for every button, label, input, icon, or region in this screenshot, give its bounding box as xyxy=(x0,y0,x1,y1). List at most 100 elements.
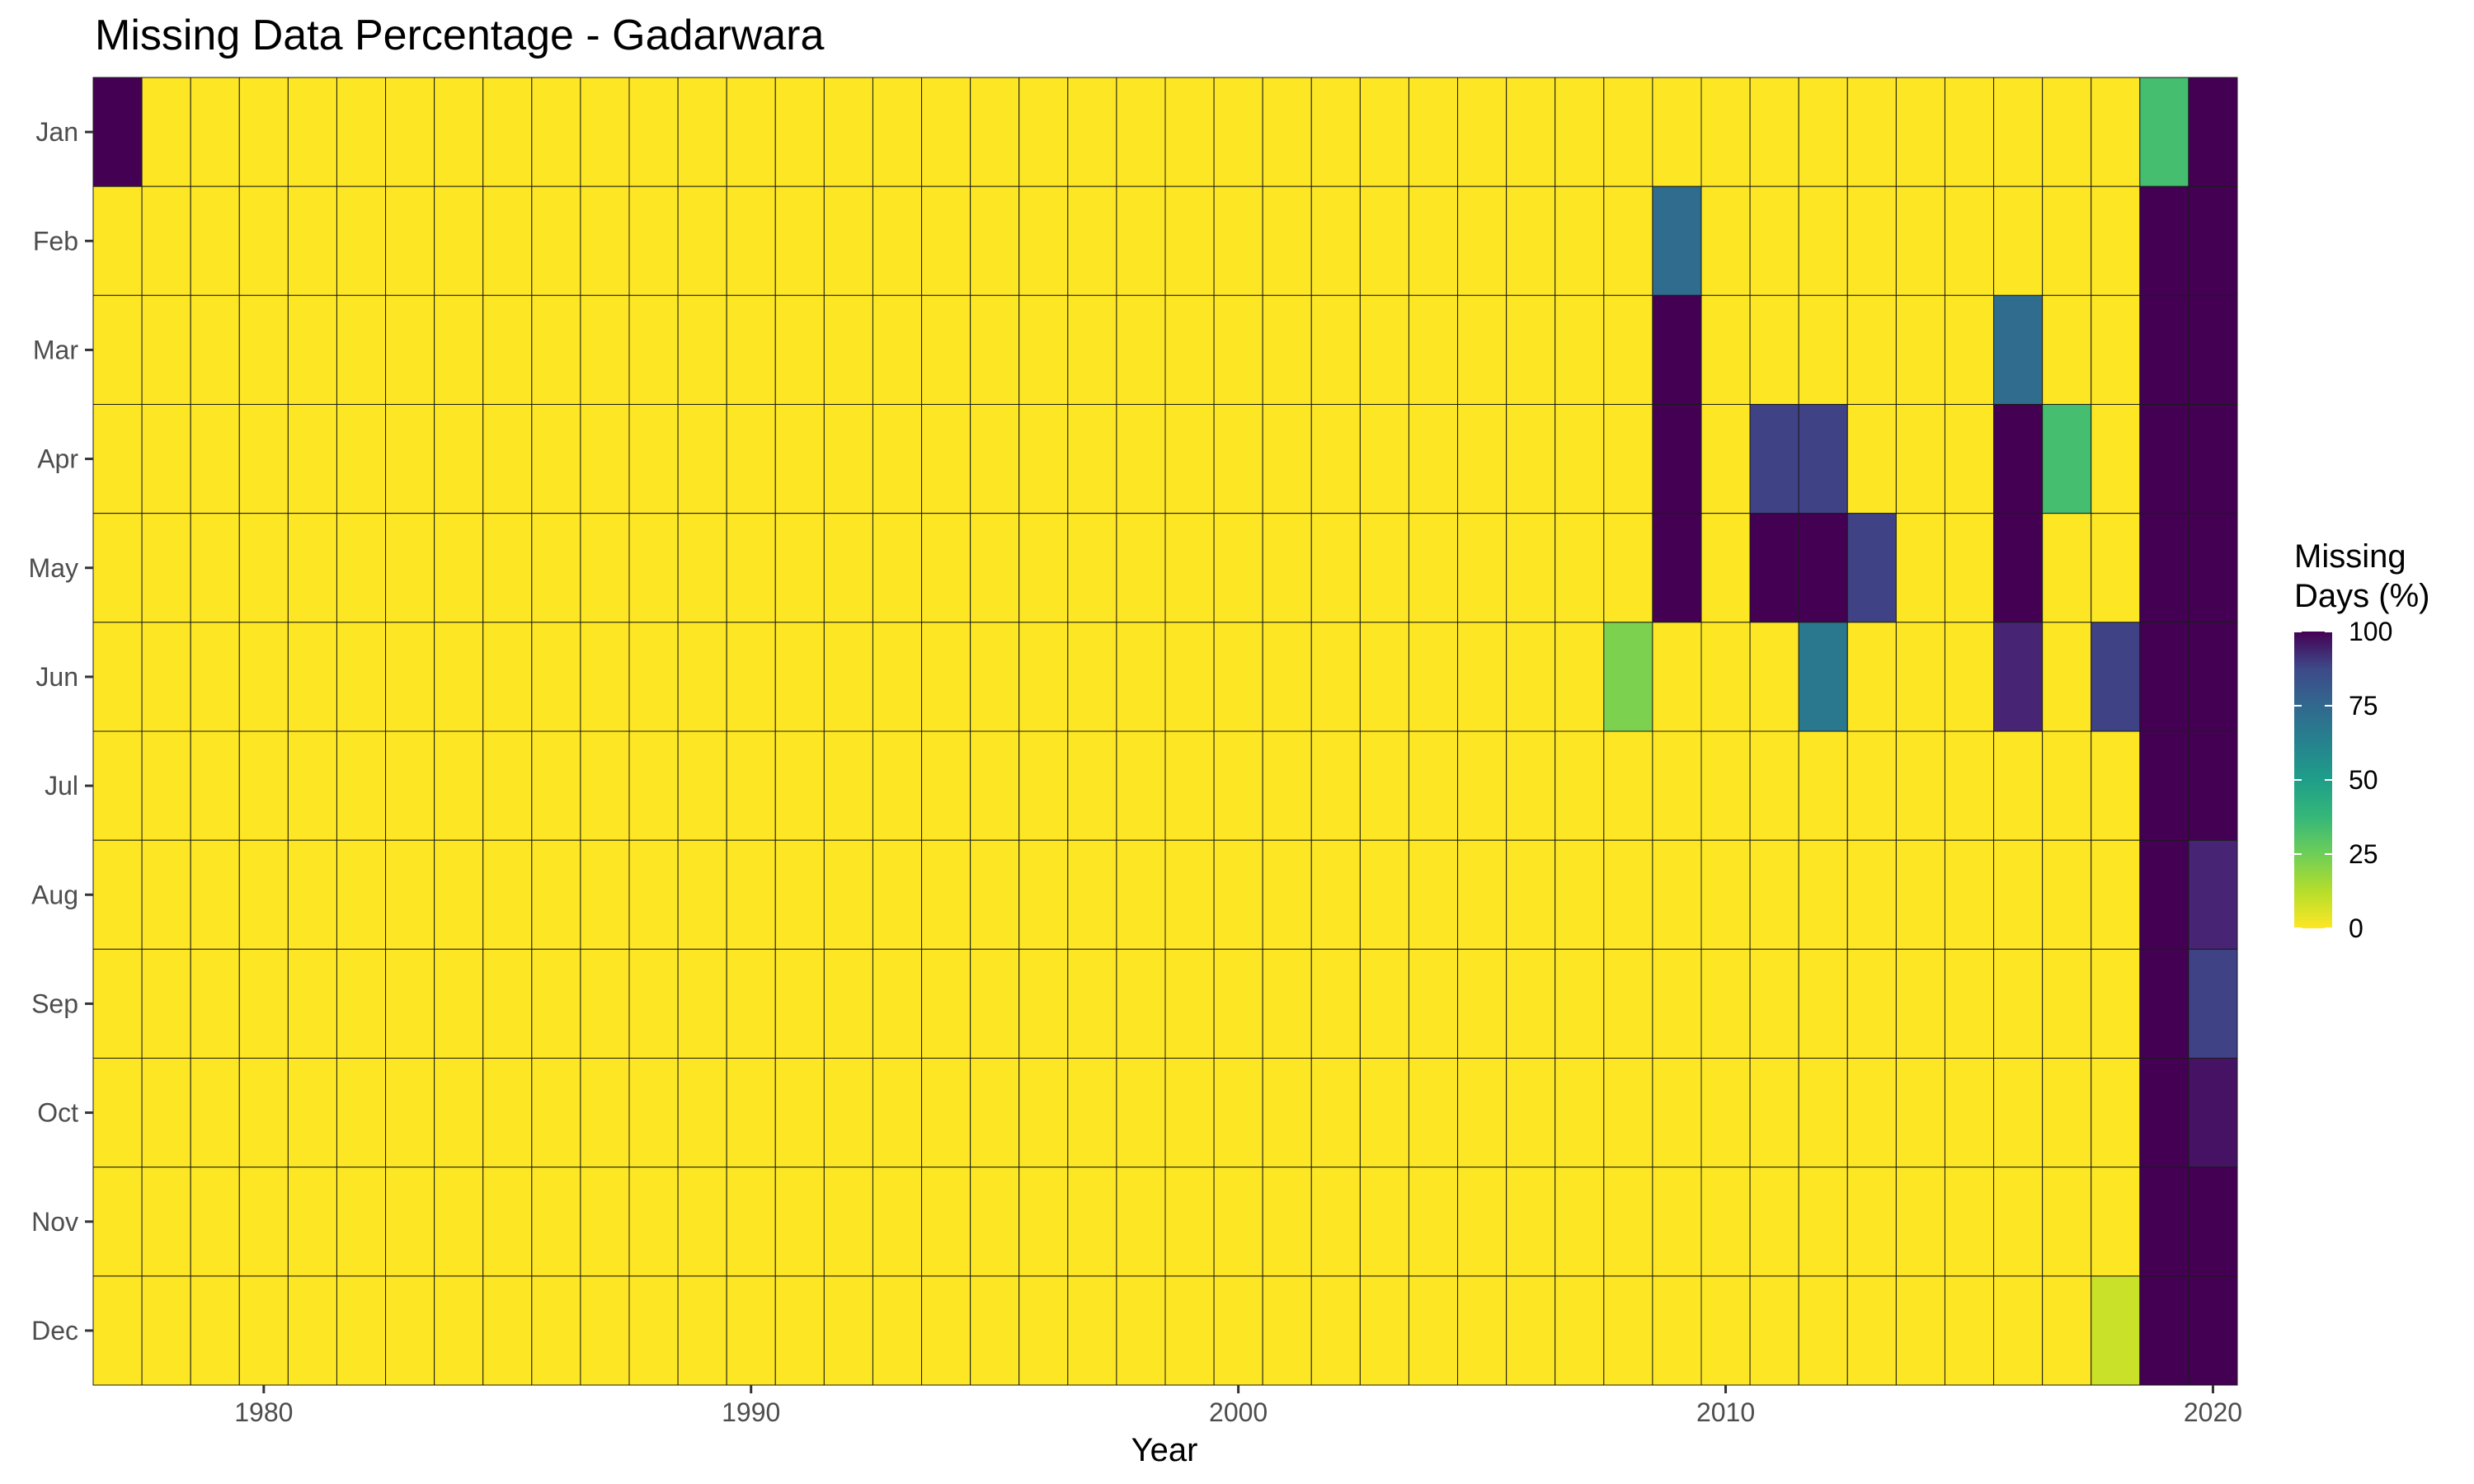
heatmap-cell xyxy=(1213,404,1263,514)
heatmap-cell xyxy=(580,948,630,1059)
heatmap-cell xyxy=(1603,77,1653,187)
heatmap-cell xyxy=(1116,186,1166,296)
heatmap-cell xyxy=(1116,948,1166,1059)
heatmap-cell xyxy=(1116,1167,1166,1277)
heatmap-cell xyxy=(1018,948,1069,1059)
heatmap-cell xyxy=(1262,404,1312,514)
heatmap-cell xyxy=(1652,1167,1702,1277)
heatmap-cell xyxy=(628,404,679,514)
heatmap-cell xyxy=(190,294,240,405)
heatmap-cell xyxy=(1700,1167,1751,1277)
heatmap-cell xyxy=(2091,404,2141,514)
heatmap-cell xyxy=(2042,513,2092,623)
heatmap-cell xyxy=(1652,730,1702,841)
heatmap-cell xyxy=(1067,1275,1117,1386)
heatmap-cell xyxy=(336,513,387,623)
heatmap-cell xyxy=(141,294,191,405)
heatmap-cell xyxy=(774,404,825,514)
heatmap-cell xyxy=(628,839,679,950)
heatmap-cell xyxy=(677,513,727,623)
heatmap-cell xyxy=(1213,77,1263,187)
heatmap-cell xyxy=(238,730,289,841)
heatmap-cell xyxy=(531,1275,581,1386)
heatmap-cell xyxy=(1018,186,1069,296)
heatmap-cell xyxy=(774,77,825,187)
heatmap-cell xyxy=(580,730,630,841)
heatmap-cell xyxy=(1603,730,1653,841)
heatmap-cell xyxy=(677,730,727,841)
heatmap-cell xyxy=(872,294,923,405)
heatmap-cell xyxy=(1798,1058,1848,1168)
heatmap-cell xyxy=(774,730,825,841)
heatmap-cell xyxy=(385,513,435,623)
heatmap-cell xyxy=(1067,948,1117,1059)
heatmap-cell xyxy=(92,622,143,732)
heatmap-cell xyxy=(1895,404,1945,514)
heatmap-cell xyxy=(482,404,533,514)
heatmap-cell xyxy=(1067,294,1117,405)
heatmap-cell xyxy=(774,948,825,1059)
heatmap-cell xyxy=(92,730,143,841)
heatmap-cell xyxy=(1164,948,1215,1059)
heatmap-cell xyxy=(1213,294,1263,405)
heatmap-cell xyxy=(434,404,484,514)
heatmap-cell xyxy=(1262,1275,1312,1386)
heatmap-cell xyxy=(1116,622,1166,732)
heatmap-cell xyxy=(1018,622,1069,732)
heatmap-cell xyxy=(2042,730,2092,841)
heatmap-cell xyxy=(1116,77,1166,187)
heatmap-cell xyxy=(970,513,1020,623)
heatmap-cell xyxy=(1213,186,1263,296)
heatmap-cell xyxy=(434,1058,484,1168)
heatmap-cell xyxy=(1164,1058,1215,1168)
heatmap-cell xyxy=(385,186,435,296)
heatmap-cell xyxy=(2042,1058,2092,1168)
heatmap-cell xyxy=(1749,513,1799,623)
heatmap-cell xyxy=(823,839,873,950)
heatmap-cell xyxy=(1798,294,1848,405)
heatmap-cell xyxy=(726,77,776,187)
heatmap-cell xyxy=(1749,1058,1799,1168)
heatmap-cell xyxy=(1310,513,1361,623)
heatmap-cell xyxy=(531,1058,581,1168)
heatmap-cell xyxy=(1749,186,1799,296)
heatmap-cell xyxy=(774,622,825,732)
heatmap-cell xyxy=(92,404,143,514)
heatmap-cell xyxy=(287,730,337,841)
heatmap-cell xyxy=(482,1058,533,1168)
heatmap-cell xyxy=(726,1058,776,1168)
heatmap-cell xyxy=(726,1167,776,1277)
heatmap-cell xyxy=(2139,513,2189,623)
heatmap-cell xyxy=(1408,948,1459,1059)
y-tick-label-mar: Mar xyxy=(33,335,78,364)
heatmap-cell xyxy=(2042,948,2092,1059)
y-tick-label-may: May xyxy=(29,553,78,583)
heatmap-cell xyxy=(482,186,533,296)
heatmap-cell xyxy=(1798,948,1848,1059)
heatmap-cell xyxy=(1700,186,1751,296)
heatmap-cell xyxy=(1457,77,1507,187)
heatmap-cells xyxy=(92,77,2238,1386)
heatmap-cell xyxy=(580,1058,630,1168)
heatmap-cell xyxy=(2042,1275,2092,1386)
heatmap-cell xyxy=(970,730,1020,841)
heatmap-cell xyxy=(677,622,727,732)
heatmap-cell xyxy=(2091,513,2141,623)
heatmap-cell xyxy=(580,77,630,187)
heatmap-cell xyxy=(1506,294,1556,405)
heatmap-cell xyxy=(970,839,1020,950)
heatmap-cell xyxy=(1213,839,1263,950)
heatmap-cell xyxy=(726,513,776,623)
heatmap-cell xyxy=(970,948,1020,1059)
heatmap-cell xyxy=(1895,622,1945,732)
heatmap-cell xyxy=(1067,1058,1117,1168)
heatmap-cell xyxy=(823,186,873,296)
heatmap-cell xyxy=(2042,186,2092,296)
heatmap-cell xyxy=(1944,948,1995,1059)
heatmap-cell xyxy=(2139,730,2189,841)
y-tick-label-apr: Apr xyxy=(37,444,78,474)
heatmap-cell xyxy=(1457,1275,1507,1386)
heatmap-cell xyxy=(531,294,581,405)
heatmap-cell xyxy=(1408,1058,1459,1168)
heatmap-cell xyxy=(1457,404,1507,514)
